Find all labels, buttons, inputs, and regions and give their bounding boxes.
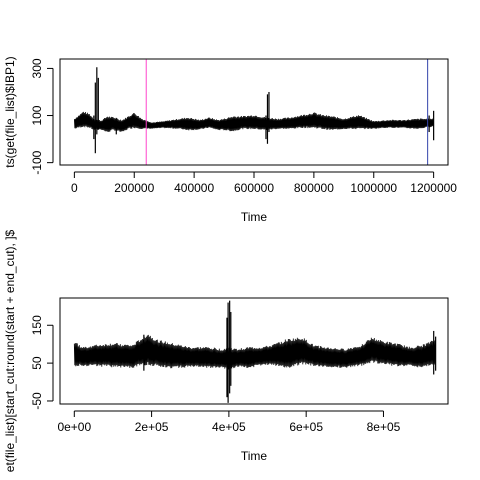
bottom-y-tick-label-2: 150	[30, 315, 44, 335]
top-x-axis: 0 200000 400000 600000 800000 1000000 1200000	[71, 171, 457, 195]
top-y-axis-label: ts(get(file_list)$IBP1)	[3, 56, 17, 167]
bottom-x-tick-label-1: 2e+05	[135, 420, 169, 434]
top-y-tick-label-1: 100	[30, 105, 44, 125]
top-y-axis: -100 100 300	[30, 58, 54, 175]
top-x-tick-label-4: 800000	[294, 181, 334, 195]
top-x-axis-label: Time	[241, 210, 268, 224]
bottom-y-tick-label-1: 50	[30, 356, 44, 370]
bottom-series-line	[73, 334, 436, 370]
top-series	[73, 67, 435, 154]
top-x-tick-label-1: 200000	[114, 181, 154, 195]
top-x-tick-label-2: 400000	[174, 181, 214, 195]
top-series-line	[73, 111, 434, 132]
top-x-tick-label-0: 0	[71, 181, 78, 195]
bottom-x-axis: 0e+00 2e+05 4e+05 6e+05 8e+05	[57, 410, 401, 434]
bottom-x-axis-label: Time	[241, 449, 268, 463]
top-x-tick-label-3: 600000	[234, 181, 274, 195]
top-vertical-markers	[145, 59, 429, 165]
bottom-series	[73, 300, 437, 403]
top-plot-frame	[59, 58, 449, 166]
top-y-tick-label-2: 300	[30, 58, 44, 78]
bottom-x-tick-label-0: 0e+00	[57, 420, 91, 434]
bottom-y-axis: -50 50 150	[30, 315, 54, 410]
bottom-plot-frame	[59, 297, 449, 405]
top-x-tick-label-6: 1200000	[410, 181, 457, 195]
bottom-x-tick-label-3: 6e+05	[289, 420, 323, 434]
bottom-x-tick-label-2: 4e+05	[212, 420, 246, 434]
bottom-y-axis-label: et(file_list)[start_cut:round(start + en…	[3, 229, 17, 472]
top-plot-panel: 0 200000 400000 600000 800000 1000000 1200000 …	[3, 56, 457, 224]
bottom-x-tick-label-4: 8e+05	[367, 420, 401, 434]
top-x-tick-label-5: 1000000	[350, 181, 397, 195]
bottom-y-tick-label-0: -50	[30, 392, 44, 410]
top-y-tick-label-0: -100	[30, 150, 44, 174]
